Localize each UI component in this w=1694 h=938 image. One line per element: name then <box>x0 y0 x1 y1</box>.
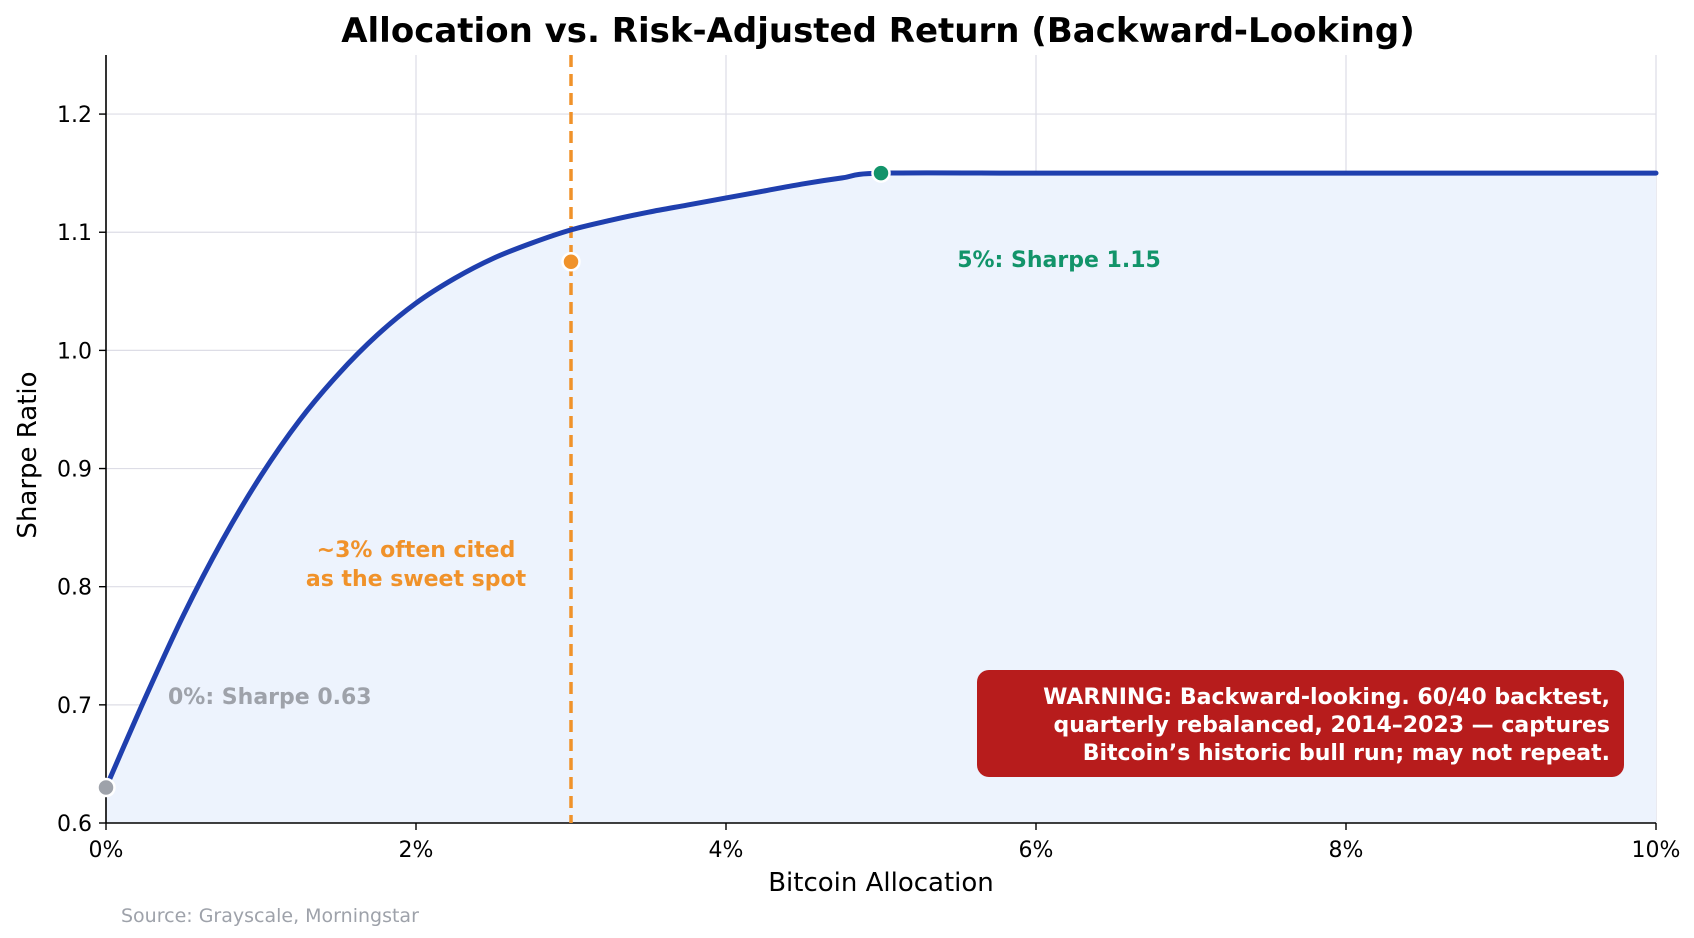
ticks: 0% 2% 4% 6% 8% 10% 0.6 0.7 0.8 0.9 1.0 1.1 1.2 <box>57 103 1680 863</box>
area-fill <box>106 172 1656 823</box>
source-note: Source: Grayscale, Morningstar <box>121 905 419 927</box>
peak-label: 5%: Sharpe 1.15 <box>957 248 1161 273</box>
start-marker <box>96 777 116 798</box>
markers <box>96 163 891 798</box>
y-tick-label: 0.8 <box>57 576 92 601</box>
sweet-spot-label-line2: as the sweet spot <box>306 567 527 592</box>
axes <box>105 55 1656 824</box>
x-tick-label: 6% <box>1019 838 1054 863</box>
y-tick-label: 1.1 <box>57 221 92 246</box>
chart-title: Allocation vs. Risk-Adjusted Return (Bac… <box>341 11 1415 51</box>
warning-line-2: quarterly rebalanced, 2014–2023 — captur… <box>1053 713 1610 738</box>
y-tick-label: 1.2 <box>57 103 92 128</box>
x-tick-label: 2% <box>399 838 434 863</box>
sharpe-curve <box>103 170 1659 791</box>
x-tick-label: 10% <box>1632 838 1681 863</box>
x-tick-label: 0% <box>89 838 124 863</box>
warning-line-3: Bitcoin’s historic bull run; may not rep… <box>1083 741 1610 766</box>
x-tick-label: 4% <box>709 838 744 863</box>
warning-box: WARNING: Backward-looking. 60/40 backtes… <box>977 670 1624 777</box>
sweet-spot-label-line1: ~3% often cited <box>317 538 516 563</box>
peak-marker <box>871 163 891 183</box>
sweet-spot-marker <box>561 252 581 272</box>
y-tick-label: 0.9 <box>57 458 92 483</box>
y-tick-label: 0.7 <box>57 694 92 719</box>
x-axis-title: Bitcoin Allocation <box>768 868 994 898</box>
warning-line-1: WARNING: Backward-looking. 60/40 backtes… <box>1043 685 1610 710</box>
y-tick-label: 1.0 <box>57 339 92 364</box>
y-axis-title: Sharpe Ratio <box>13 371 43 538</box>
y-tick-label: 0.6 <box>57 812 92 837</box>
x-tick-label: 8% <box>1329 838 1364 863</box>
start-label: 0%: Sharpe 0.63 <box>168 685 372 710</box>
